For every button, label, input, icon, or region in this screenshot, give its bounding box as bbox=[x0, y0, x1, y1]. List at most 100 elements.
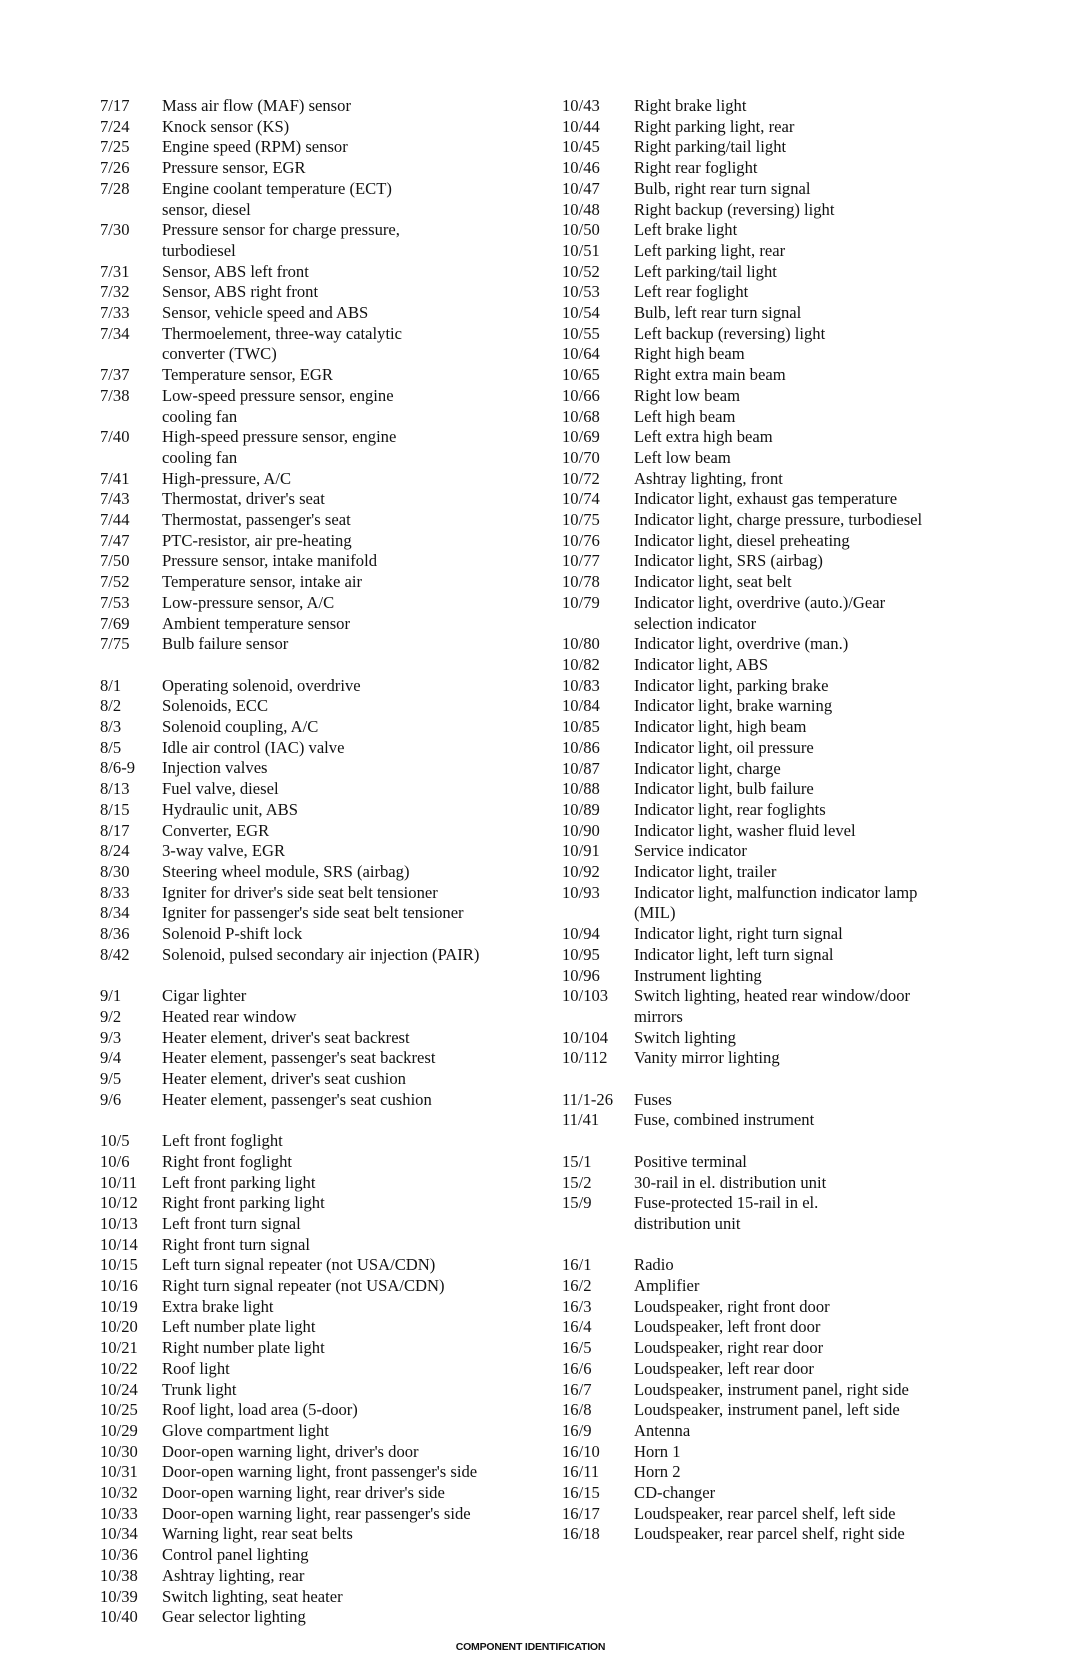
component-code: 16/8 bbox=[562, 1400, 592, 1420]
component-entry: 10/69 Left extra high beam bbox=[562, 427, 1042, 448]
component-entry: 10/39 Switch lighting, seat heater bbox=[100, 1587, 560, 1608]
component-code: 16/5 bbox=[562, 1338, 592, 1358]
component-description: Indicator light, right turn signal bbox=[634, 924, 1042, 945]
description-line: Fuses bbox=[634, 1089, 672, 1109]
component-code: 10/21 bbox=[100, 1338, 138, 1358]
component-entry: 10/25 Roof light, load area (5-door) bbox=[100, 1400, 560, 1421]
description-line: CD-changer bbox=[634, 1483, 716, 1503]
component-code: 7/47 bbox=[100, 530, 130, 550]
component-description: Solenoid P-shift lock bbox=[162, 924, 560, 945]
component-entry: 10/36 Control panel lighting bbox=[100, 1545, 560, 1566]
description-line: Switch lighting bbox=[634, 1027, 736, 1047]
description-line: Knock sensor (KS) bbox=[162, 116, 290, 136]
description-line: Thermostat, passenger's seat bbox=[162, 510, 351, 530]
component-code: 16/4 bbox=[562, 1317, 592, 1337]
component-code: 10/112 bbox=[562, 1048, 608, 1068]
component-code: 10/70 bbox=[562, 447, 600, 467]
description-line: Indicator light, high beam bbox=[634, 717, 807, 737]
description-line: Heater element, driver's seat cushion bbox=[162, 1069, 406, 1089]
component-entry: 10/76 Indicator light, diesel preheating bbox=[562, 531, 1042, 552]
component-entry: 7/24 Knock sensor (KS) bbox=[100, 117, 560, 138]
component-entry: 15/9 Fuse-protected 15-rail in el. distrib… bbox=[562, 1193, 1042, 1234]
component-code: 7/75 bbox=[100, 634, 130, 654]
component-description: Service indicator bbox=[634, 841, 1042, 862]
component-description: Left front parking light bbox=[162, 1173, 560, 1194]
description-line: Ambient temperature sensor bbox=[162, 613, 351, 633]
component-description: Right low beam bbox=[634, 386, 1042, 407]
component-description: Loudspeaker, rear parcel shelf, left sid… bbox=[634, 1504, 1042, 1525]
component-code: 7/40 bbox=[100, 427, 130, 447]
component-code: 10/104 bbox=[562, 1027, 609, 1047]
component-entry: 7/41 High-pressure, A/C bbox=[100, 469, 560, 490]
description-line: Left rear foglight bbox=[634, 282, 749, 302]
description-line: Converter, EGR bbox=[162, 820, 270, 840]
component-description: Pressure sensor, EGR bbox=[162, 158, 560, 179]
description-line: turbodiesel bbox=[162, 240, 236, 260]
component-code: 10/55 bbox=[562, 323, 600, 343]
component-code: 7/38 bbox=[100, 385, 130, 405]
component-entry: 10/54 Bulb, left rear turn signal bbox=[562, 303, 1042, 324]
component-entry: 10/52 Left parking/tail light bbox=[562, 262, 1042, 283]
description-line: Indicator light, exhaust gas temperature bbox=[634, 489, 898, 509]
description-line: Bulb failure sensor bbox=[162, 634, 289, 654]
component-description: Left rear foglight bbox=[634, 282, 1042, 303]
description-line: Right rear foglight bbox=[634, 158, 758, 178]
component-code: 7/53 bbox=[100, 592, 130, 612]
component-description: Indicator light, oil pressure bbox=[634, 738, 1042, 759]
description-line: Indicator light, parking brake bbox=[634, 675, 829, 695]
component-entry: 16/9 Antenna bbox=[562, 1421, 1042, 1442]
component-entry: 15/1 Positive terminal bbox=[562, 1152, 1042, 1173]
description-line: Igniter for passenger's side seat belt t… bbox=[162, 903, 464, 923]
description-line: Fuse-protected 15-rail in el. bbox=[634, 1193, 819, 1213]
component-code: 16/17 bbox=[562, 1503, 600, 1523]
description-line: Door-open warning light, rear driver's s… bbox=[162, 1483, 445, 1503]
component-description: Loudspeaker, right rear door bbox=[634, 1338, 1042, 1359]
component-description: Mass air flow (MAF) sensor bbox=[162, 96, 560, 117]
component-entry: 7/34 Thermoelement, three-way catalytic co… bbox=[100, 324, 560, 365]
component-code: 10/34 bbox=[100, 1524, 138, 1544]
component-description: Ashtray lighting, rear bbox=[162, 1566, 560, 1587]
component-entry: 8/36 Solenoid P-shift lock bbox=[100, 924, 560, 945]
component-description: Switch lighting, heated rear window/door… bbox=[634, 986, 1042, 1027]
component-code: 10/76 bbox=[562, 530, 600, 550]
component-description: Right front parking light bbox=[162, 1193, 560, 1214]
component-code: 16/9 bbox=[562, 1420, 592, 1440]
component-code: 10/92 bbox=[562, 862, 600, 882]
component-entry: 10/47 Bulb, right rear turn signal bbox=[562, 179, 1042, 200]
component-code: 7/69 bbox=[100, 613, 130, 633]
component-code: 8/33 bbox=[100, 882, 130, 902]
component-description: High-speed pressure sensor, engine coolin… bbox=[162, 427, 560, 468]
component-code: 11/1-26 bbox=[562, 1089, 614, 1109]
component-code: 10/46 bbox=[562, 158, 600, 178]
group-spacer bbox=[562, 1069, 1042, 1090]
component-entry: 10/72 Ashtray lighting, front bbox=[562, 469, 1042, 490]
component-code: 10/94 bbox=[562, 924, 600, 944]
component-code: 7/25 bbox=[100, 137, 130, 157]
description-line: Indicator light, SRS (airbag) bbox=[634, 551, 823, 571]
component-entry: 10/84 Indicator light, brake warning bbox=[562, 696, 1042, 717]
description-line: Loudspeaker, left front door bbox=[634, 1317, 821, 1337]
component-code: 10/14 bbox=[100, 1234, 138, 1254]
description-line: Left number plate light bbox=[162, 1317, 316, 1337]
component-code: 10/95 bbox=[562, 944, 600, 964]
component-description: Idle air control (IAC) valve bbox=[162, 738, 560, 759]
component-description: Right turn signal repeater (not USA/CDN) bbox=[162, 1276, 560, 1297]
component-code: 10/6 bbox=[100, 1151, 130, 1171]
component-entry: 10/93 Indicator light, malfunction indica… bbox=[562, 883, 1042, 924]
description-line: Temperature sensor, intake air bbox=[162, 572, 362, 592]
component-description: Pressure sensor, intake manifold bbox=[162, 551, 560, 572]
component-description: Indicator light, exhaust gas temperature bbox=[634, 489, 1042, 510]
component-description: Indicator light, washer fluid level bbox=[634, 821, 1042, 842]
component-description: Left extra high beam bbox=[634, 427, 1042, 448]
description-line: Left parking/tail light bbox=[634, 261, 777, 281]
component-entry: 8/34 Igniter for passenger's side seat be… bbox=[100, 903, 560, 924]
component-entry: 16/7 Loudspeaker, instrument panel, right… bbox=[562, 1380, 1042, 1401]
description-line: Ashtray lighting, front bbox=[634, 468, 783, 488]
component-code: 10/47 bbox=[562, 178, 600, 198]
component-entry: 10/43 Right brake light bbox=[562, 96, 1042, 117]
component-description: Indicator light, parking brake bbox=[634, 676, 1042, 697]
component-code: 10/43 bbox=[562, 96, 600, 115]
component-entry: 7/25 Engine speed (RPM) sensor bbox=[100, 137, 560, 158]
component-description: Igniter for driver's side seat belt tens… bbox=[162, 883, 560, 904]
description-line: Pressure sensor for charge pressure, bbox=[162, 220, 400, 240]
